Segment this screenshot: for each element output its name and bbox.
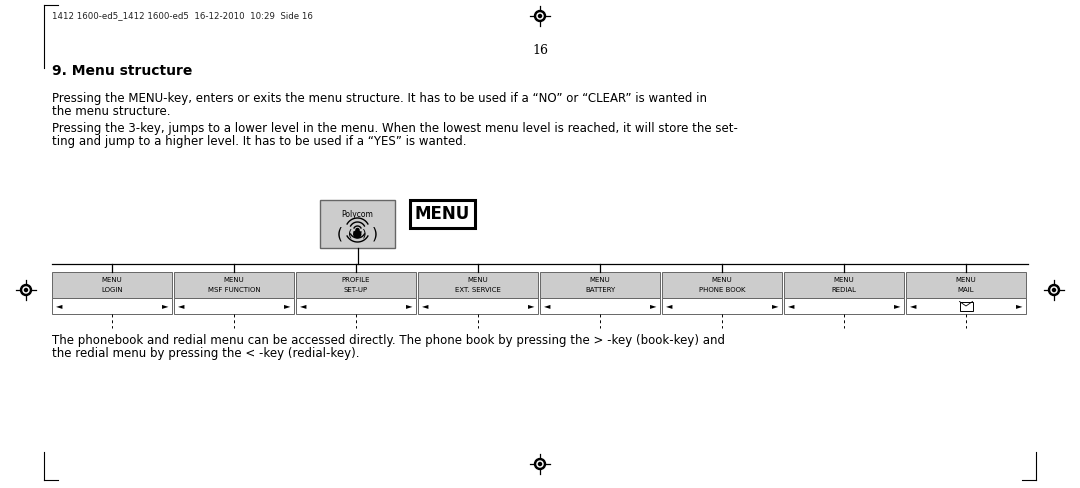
Text: LOGIN: LOGIN (102, 287, 123, 293)
Bar (320, 200, 395, 248)
Text: BATTERY: BATTERY (585, 287, 616, 293)
Bar (174, 272, 294, 298)
Text: ◄: ◄ (422, 302, 429, 310)
Text: ►: ► (284, 302, 291, 310)
Text: MENU: MENU (590, 277, 610, 283)
Bar (662, 272, 782, 298)
Text: PROFILE: PROFILE (341, 277, 370, 283)
Circle shape (21, 285, 31, 296)
Text: MENU: MENU (712, 277, 732, 283)
Text: MAIL: MAIL (958, 287, 974, 293)
Text: REDIAL: REDIAL (832, 287, 856, 293)
Circle shape (23, 287, 29, 293)
Text: MSF FUNCTION: MSF FUNCTION (207, 287, 260, 293)
Bar (296, 298, 416, 314)
Circle shape (535, 459, 545, 469)
Text: MENU: MENU (834, 277, 854, 283)
Circle shape (1051, 287, 1057, 293)
Text: ◄: ◄ (543, 302, 550, 310)
Text: 1412 1600-ed5_1412 1600-ed5  16-12-2010  10:29  Side 16: 1412 1600-ed5_1412 1600-ed5 16-12-2010 1… (52, 11, 313, 20)
Text: the redial menu by pressing the < -key (redial-key).: the redial menu by pressing the < -key (… (52, 347, 360, 360)
Bar (540, 272, 660, 298)
Circle shape (539, 15, 541, 18)
Text: ►: ► (162, 302, 168, 310)
Bar (174, 298, 294, 314)
Bar (418, 272, 538, 298)
Circle shape (356, 228, 359, 231)
Text: MENU: MENU (468, 277, 488, 283)
Bar (418, 298, 538, 314)
Bar (410, 200, 475, 228)
Text: ◄: ◄ (787, 302, 794, 310)
Text: SET-UP: SET-UP (343, 287, 368, 293)
Text: ◄: ◄ (909, 302, 916, 310)
Text: Pressing the 3-key, jumps to a lower level in the menu. When the lowest menu lev: Pressing the 3-key, jumps to a lower lev… (52, 122, 738, 135)
Text: ◄: ◄ (56, 302, 63, 310)
Text: 16: 16 (532, 44, 548, 57)
Circle shape (535, 11, 545, 21)
Text: ◄: ◄ (665, 302, 672, 310)
Bar (52, 272, 172, 298)
Text: Pressing the MENU-key, enters or exits the menu structure. It has to be used if : Pressing the MENU-key, enters or exits t… (52, 92, 707, 105)
Text: ►: ► (650, 302, 657, 310)
Text: the menu structure.: the menu structure. (52, 105, 171, 118)
Text: ►: ► (772, 302, 779, 310)
Text: The phonebook and redial menu can be accessed directly. The phone book by pressi: The phonebook and redial menu can be acc… (52, 334, 725, 347)
Text: MENU: MENU (102, 277, 122, 283)
Text: ◄: ◄ (300, 302, 307, 310)
Text: ◄: ◄ (178, 302, 185, 310)
Text: MENU: MENU (224, 277, 244, 283)
Text: EXT. SERVICE: EXT. SERVICE (455, 287, 501, 293)
Text: ►: ► (528, 302, 535, 310)
Text: ting and jump to a higher level. It has to be used if a “YES” is wanted.: ting and jump to a higher level. It has … (52, 135, 467, 148)
Text: 9. Menu structure: 9. Menu structure (52, 64, 192, 78)
Text: PHONE BOOK: PHONE BOOK (699, 287, 745, 293)
Bar (784, 272, 904, 298)
Circle shape (25, 288, 28, 291)
Bar (906, 298, 1026, 314)
Circle shape (539, 463, 541, 466)
Circle shape (1052, 288, 1055, 291)
Bar (906, 272, 1026, 298)
Bar (959, 302, 972, 310)
Text: ►: ► (406, 302, 413, 310)
Bar (784, 298, 904, 314)
Circle shape (1049, 285, 1059, 296)
Bar (52, 298, 172, 314)
Text: MENU: MENU (415, 205, 470, 223)
Text: (●): (●) (348, 229, 367, 239)
Text: (      ): ( ) (337, 226, 378, 242)
Text: MENU: MENU (956, 277, 976, 283)
Bar (662, 298, 782, 314)
Text: Polycom: Polycom (341, 210, 374, 219)
Bar (540, 298, 660, 314)
Text: ►: ► (1016, 302, 1023, 310)
Circle shape (537, 461, 543, 467)
Bar (296, 272, 416, 298)
Text: ►: ► (894, 302, 901, 310)
Circle shape (537, 13, 543, 19)
